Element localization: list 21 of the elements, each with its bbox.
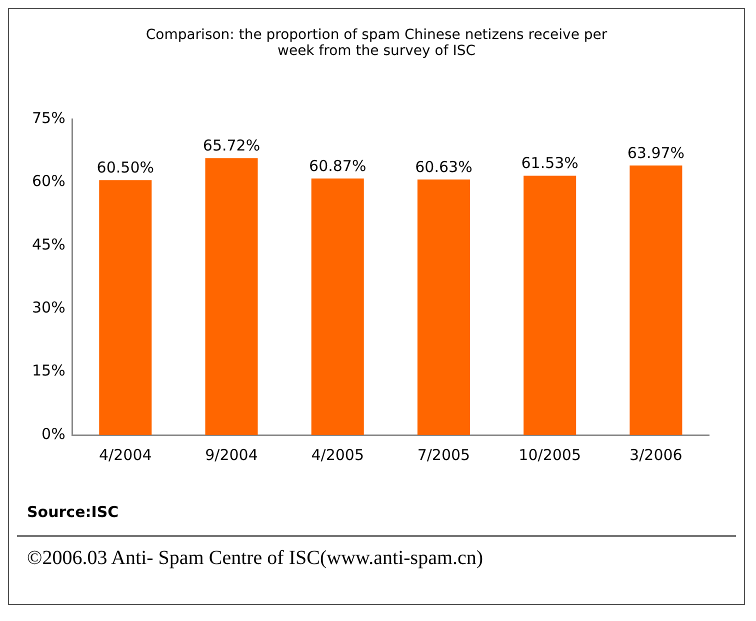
data-label: 65.72%	[202, 136, 260, 154]
text: ©2006.03 Anti- Spam Centre of ISC(www.anti-spam.cn)	[27, 547, 484, 570]
x-tick-label: 4/2004	[99, 446, 152, 464]
x-tick-label: 3/2006	[630, 446, 682, 464]
source-note: Source:ISC	[27, 503, 120, 521]
y-tick-label: 0%	[42, 424, 66, 443]
y-tick-label: 45%	[32, 235, 66, 254]
y-tick-label: 15%	[32, 362, 66, 380]
y-tick-label: 60%	[32, 172, 66, 190]
data-label: 60.50%	[96, 158, 154, 176]
y-tick-label: 30%	[32, 298, 66, 316]
data-label: 60.63%	[415, 158, 472, 176]
x-tick-label: 10/2005	[518, 446, 581, 464]
data-label: 63.97%	[627, 144, 685, 162]
y-tick-label: 75%	[32, 108, 66, 127]
data-label: 61.53%	[521, 154, 578, 172]
x-tick-label: 7/2005	[417, 446, 470, 464]
x-tick-label: 9/2004	[205, 446, 258, 464]
chart-title: Comparison: the proportion of spam Chinese netizens receive per week from the survey of ISC	[144, 27, 608, 59]
data-label: 60.87%	[309, 156, 366, 175]
x-tick-label: 4/2005	[311, 446, 364, 464]
